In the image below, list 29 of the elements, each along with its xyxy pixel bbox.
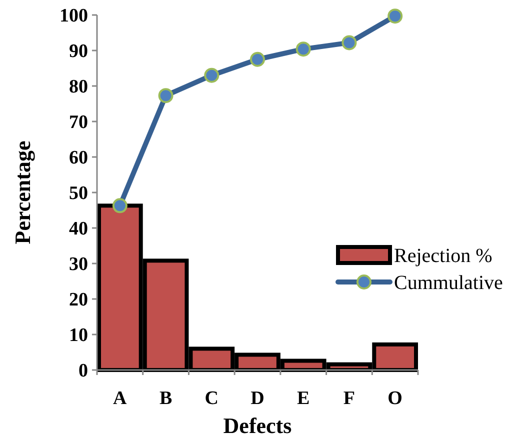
- x-tick-label: F: [343, 388, 356, 409]
- y-tick-label: 10: [69, 325, 88, 346]
- x-axis-title: Defects: [223, 413, 292, 438]
- point: [342, 35, 357, 50]
- y-tick-label: 0: [78, 360, 88, 382]
- x-tick-label: A: [113, 388, 128, 409]
- y-tick-label: 100: [60, 6, 88, 27]
- y-tick-label: 30: [69, 254, 88, 276]
- legend-label: Rejection %: [394, 245, 492, 267]
- point: [158, 88, 174, 104]
- y-axis-title: Percentage: [10, 140, 35, 244]
- y-tick-label: 60: [69, 148, 88, 169]
- y-tick-label: 20: [69, 290, 88, 311]
- point: [204, 68, 220, 83]
- x-tick-label: B: [159, 388, 172, 409]
- y-tick-label: 40: [69, 218, 88, 240]
- x-tick-label: E: [297, 388, 310, 409]
- y-tick-label: 70: [69, 112, 88, 134]
- x-tick-label: C: [204, 388, 219, 409]
- point: [296, 42, 311, 57]
- y-tick-label: 50: [69, 183, 88, 204]
- point: [388, 8, 403, 24]
- x-tick-label: D: [250, 388, 264, 409]
- x-tick-label: O: [388, 388, 402, 409]
- y-tick-label: 90: [69, 41, 88, 62]
- legend-label: Cummulative: [394, 272, 503, 294]
- point: [250, 52, 265, 67]
- y-tick-label: 80: [69, 76, 88, 98]
- point: [112, 198, 128, 214]
